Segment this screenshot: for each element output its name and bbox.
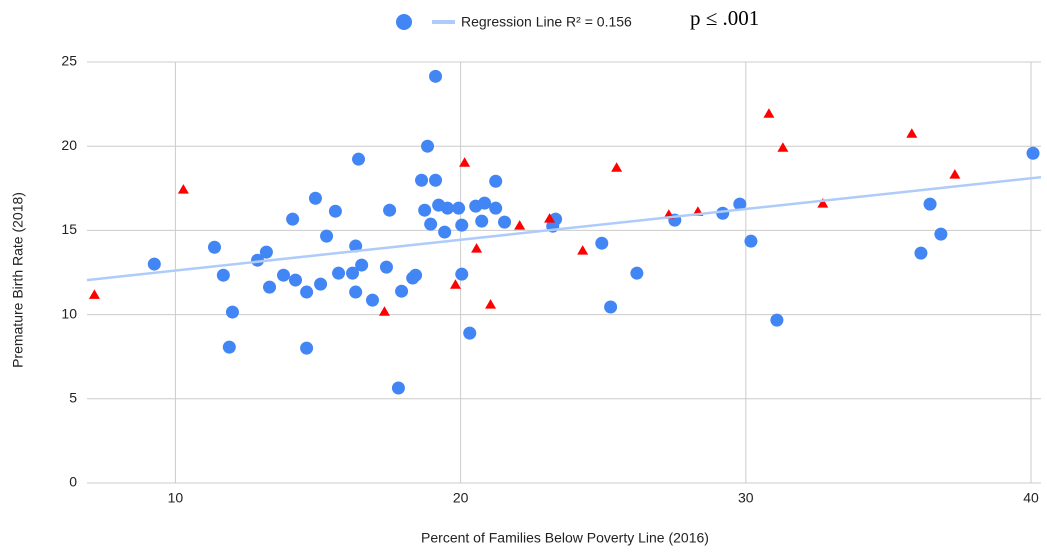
- point: [177, 184, 189, 194]
- y-axis-title: Premature Birth Rate (2018): [10, 192, 26, 368]
- point: [332, 266, 346, 280]
- point: [418, 203, 432, 217]
- point: [471, 243, 483, 253]
- point: [595, 236, 609, 250]
- x-tick-label: 40: [1023, 490, 1039, 506]
- point: [475, 214, 489, 228]
- point: [455, 218, 469, 232]
- point: [489, 201, 503, 215]
- point: [1026, 146, 1040, 160]
- point: [409, 268, 423, 282]
- point: [320, 229, 334, 243]
- point: [733, 197, 747, 211]
- y-tick-label: 15: [61, 221, 77, 237]
- point: [440, 201, 454, 215]
- point: [577, 245, 589, 255]
- point: [349, 239, 363, 253]
- legend-marker: [396, 14, 412, 30]
- point: [277, 268, 291, 282]
- point: [263, 280, 277, 294]
- point: [349, 285, 363, 299]
- point: [449, 279, 461, 289]
- point: [429, 173, 443, 187]
- point: [346, 266, 360, 280]
- point: [251, 253, 265, 267]
- point: [604, 300, 618, 314]
- point: [365, 293, 379, 307]
- point: [415, 173, 429, 187]
- point: [544, 213, 556, 223]
- point: [355, 258, 369, 272]
- point: [286, 212, 300, 226]
- point: [225, 305, 239, 319]
- point: [923, 197, 937, 211]
- point: [934, 227, 948, 241]
- point: [216, 268, 230, 282]
- point: [395, 284, 409, 298]
- annotation: p ≤ .001: [690, 6, 759, 30]
- point: [314, 277, 328, 291]
- point: [498, 215, 512, 229]
- point: [777, 142, 789, 152]
- y-tick-label: 25: [61, 53, 77, 69]
- point: [391, 381, 405, 395]
- x-tick-label: 30: [738, 490, 754, 506]
- point: [222, 340, 236, 354]
- point: [485, 299, 497, 309]
- point: [424, 217, 438, 231]
- point: [259, 245, 273, 259]
- point: [744, 234, 758, 248]
- legend-label: Regression Line R² = 0.156: [461, 14, 632, 30]
- point: [763, 108, 775, 118]
- y-tick-label: 5: [69, 390, 77, 406]
- point: [770, 313, 784, 327]
- point: [438, 225, 452, 239]
- point: [906, 128, 918, 138]
- point: [288, 273, 302, 287]
- point: [478, 196, 492, 210]
- point: [308, 191, 322, 205]
- point: [88, 289, 100, 299]
- point: [352, 152, 366, 166]
- point: [914, 246, 928, 260]
- point: [421, 139, 435, 153]
- x-axis-title: Percent of Families Below Poverty Line (…: [421, 530, 709, 546]
- x-tick-label: 10: [168, 490, 184, 506]
- point: [383, 203, 397, 217]
- point: [514, 220, 526, 230]
- point: [429, 69, 443, 83]
- point: [463, 326, 477, 340]
- point: [147, 257, 161, 271]
- point: [949, 169, 961, 179]
- point: [379, 260, 393, 274]
- regression-line: [86, 175, 1042, 282]
- x-tick-label: 20: [453, 490, 469, 506]
- point: [378, 306, 390, 316]
- y-tick-label: 0: [69, 474, 77, 490]
- point: [630, 266, 644, 280]
- point: [459, 157, 471, 167]
- y-tick-label: 10: [61, 305, 77, 321]
- point: [300, 285, 314, 299]
- point: [489, 174, 503, 188]
- point: [328, 204, 342, 218]
- point: [817, 198, 829, 208]
- point: [207, 240, 221, 254]
- point: [455, 267, 469, 281]
- point: [300, 341, 314, 355]
- y-tick-label: 20: [61, 137, 77, 153]
- point: [452, 201, 466, 215]
- point: [611, 162, 623, 172]
